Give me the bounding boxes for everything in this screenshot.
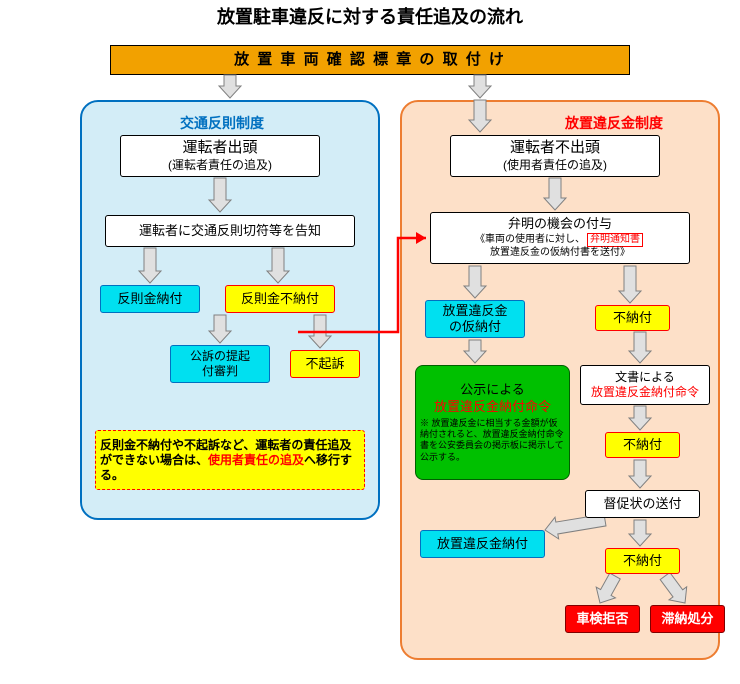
- box-provisional_pay: 放置違反金の仮納付: [425, 300, 525, 338]
- box-unpaid_2: 不納付: [605, 432, 680, 458]
- box-driver_appear: 運転者出頭(運転者責任の追及): [120, 135, 320, 177]
- page-title: 放置駐車違反に対する責任追及の流れ: [0, 6, 740, 29]
- box-reminder: 督促状の送付: [585, 490, 700, 518]
- box-fine_unpaid: 反則金不納付: [225, 285, 335, 313]
- box-driver_noappear: 運転者不出頭(使用者責任の追及): [450, 135, 660, 177]
- section-label-right: 放置違反金制度: [565, 115, 663, 133]
- box-public_order: 公示による放置違反金納付命令※ 放置違反金に相当する金額が仮納付されると、放置違…: [415, 365, 570, 480]
- box-unpaid_1: 不納付: [595, 305, 670, 331]
- box-violation_paid: 放置違反金納付: [420, 530, 545, 558]
- box-written_order: 文書による放置違反金納付命令: [580, 365, 710, 405]
- box-unpaid_3: 不納付: [605, 548, 680, 574]
- header-bar: 放 置 車 両 確 認 標 章 の 取 付 け: [110, 45, 630, 75]
- box-refuse_inspection: 車検拒否: [565, 605, 640, 633]
- box-hint_box: 反則金不納付や不起訴など、運転者の責任追及ができない場合は、使用者責任の追及へ移…: [95, 430, 365, 490]
- box-benmei: 弁明の機会の付与《車両の使用者に対し、弁明通知書放置違反金の仮納付書を送付》: [430, 212, 690, 264]
- box-delinquent: 滞納処分: [650, 605, 725, 633]
- box-fine_paid: 反則金納付: [100, 285, 200, 313]
- box-notify_ticket: 運転者に交通反則切符等を告知: [105, 215, 355, 247]
- section-label-left: 交通反則制度: [180, 115, 264, 133]
- box-prosecution: 公訴の提起付審判: [170, 345, 270, 383]
- box-no_prosecution: 不起訴: [290, 350, 360, 378]
